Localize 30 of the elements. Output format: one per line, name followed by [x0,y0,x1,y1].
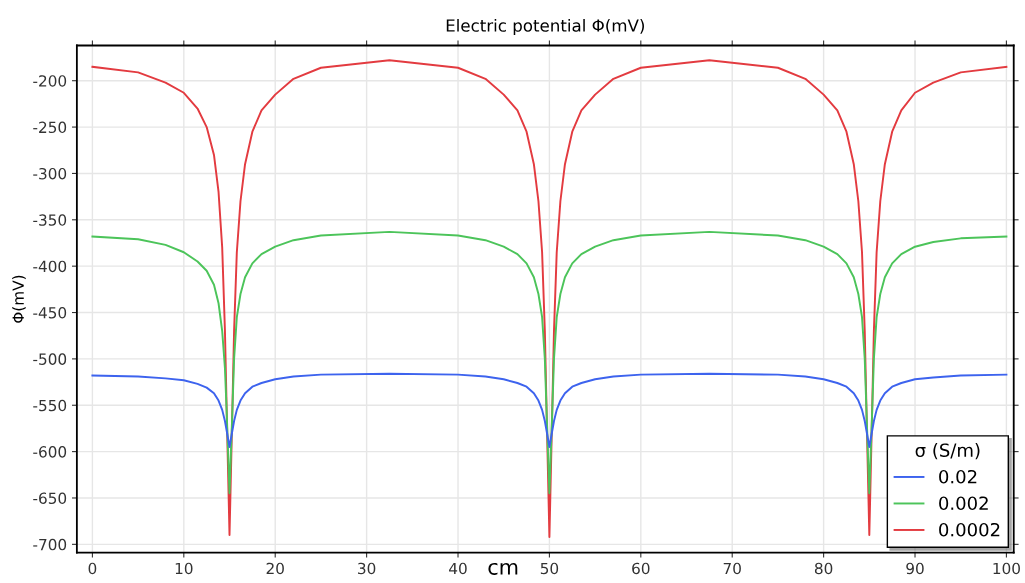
legend-label: 0.02 [939,469,977,484]
y-tick-label: -500 [33,353,67,365]
x-tick-label: 30 [358,562,376,575]
x-tick-label: 90 [906,562,924,575]
y-tick-label: -250 [33,121,67,134]
y-tick-label: -300 [33,167,67,180]
x-tick-label: 100 [993,562,1020,575]
y-tick-label: -650 [33,492,67,504]
x-tick-label: 10 [175,562,193,575]
y-tick-label: -600 [33,446,67,458]
y-axis-title: Φ(mV) [12,275,26,323]
x-tick-label: 70 [723,562,741,575]
x-tick-label: 50 [540,562,559,575]
y-tick-label: -200 [33,75,67,87]
y-tick-label: -350 [33,214,67,226]
x-tick-label: 60 [632,562,650,575]
y-tick-label: -400 [33,260,67,273]
y-tick-label: -550 [33,399,67,412]
legend-title: σ (S/m) [915,443,980,460]
x-tick-label: 20 [266,562,284,575]
legend-label: 0.0002 [939,522,1000,537]
x-tick-label: 0 [88,562,97,575]
x-axis-title: cm [488,562,518,575]
y-tick-label: -700 [33,538,67,551]
x-tick-label: 80 [814,562,833,575]
chart-title: Electric potential Φ(mV) [446,18,644,36]
line-series [91,230,1008,495]
x-tick-label: 40 [449,562,467,575]
y-tick-label: -450 [33,306,67,319]
legend-label: 0.002 [939,496,988,511]
